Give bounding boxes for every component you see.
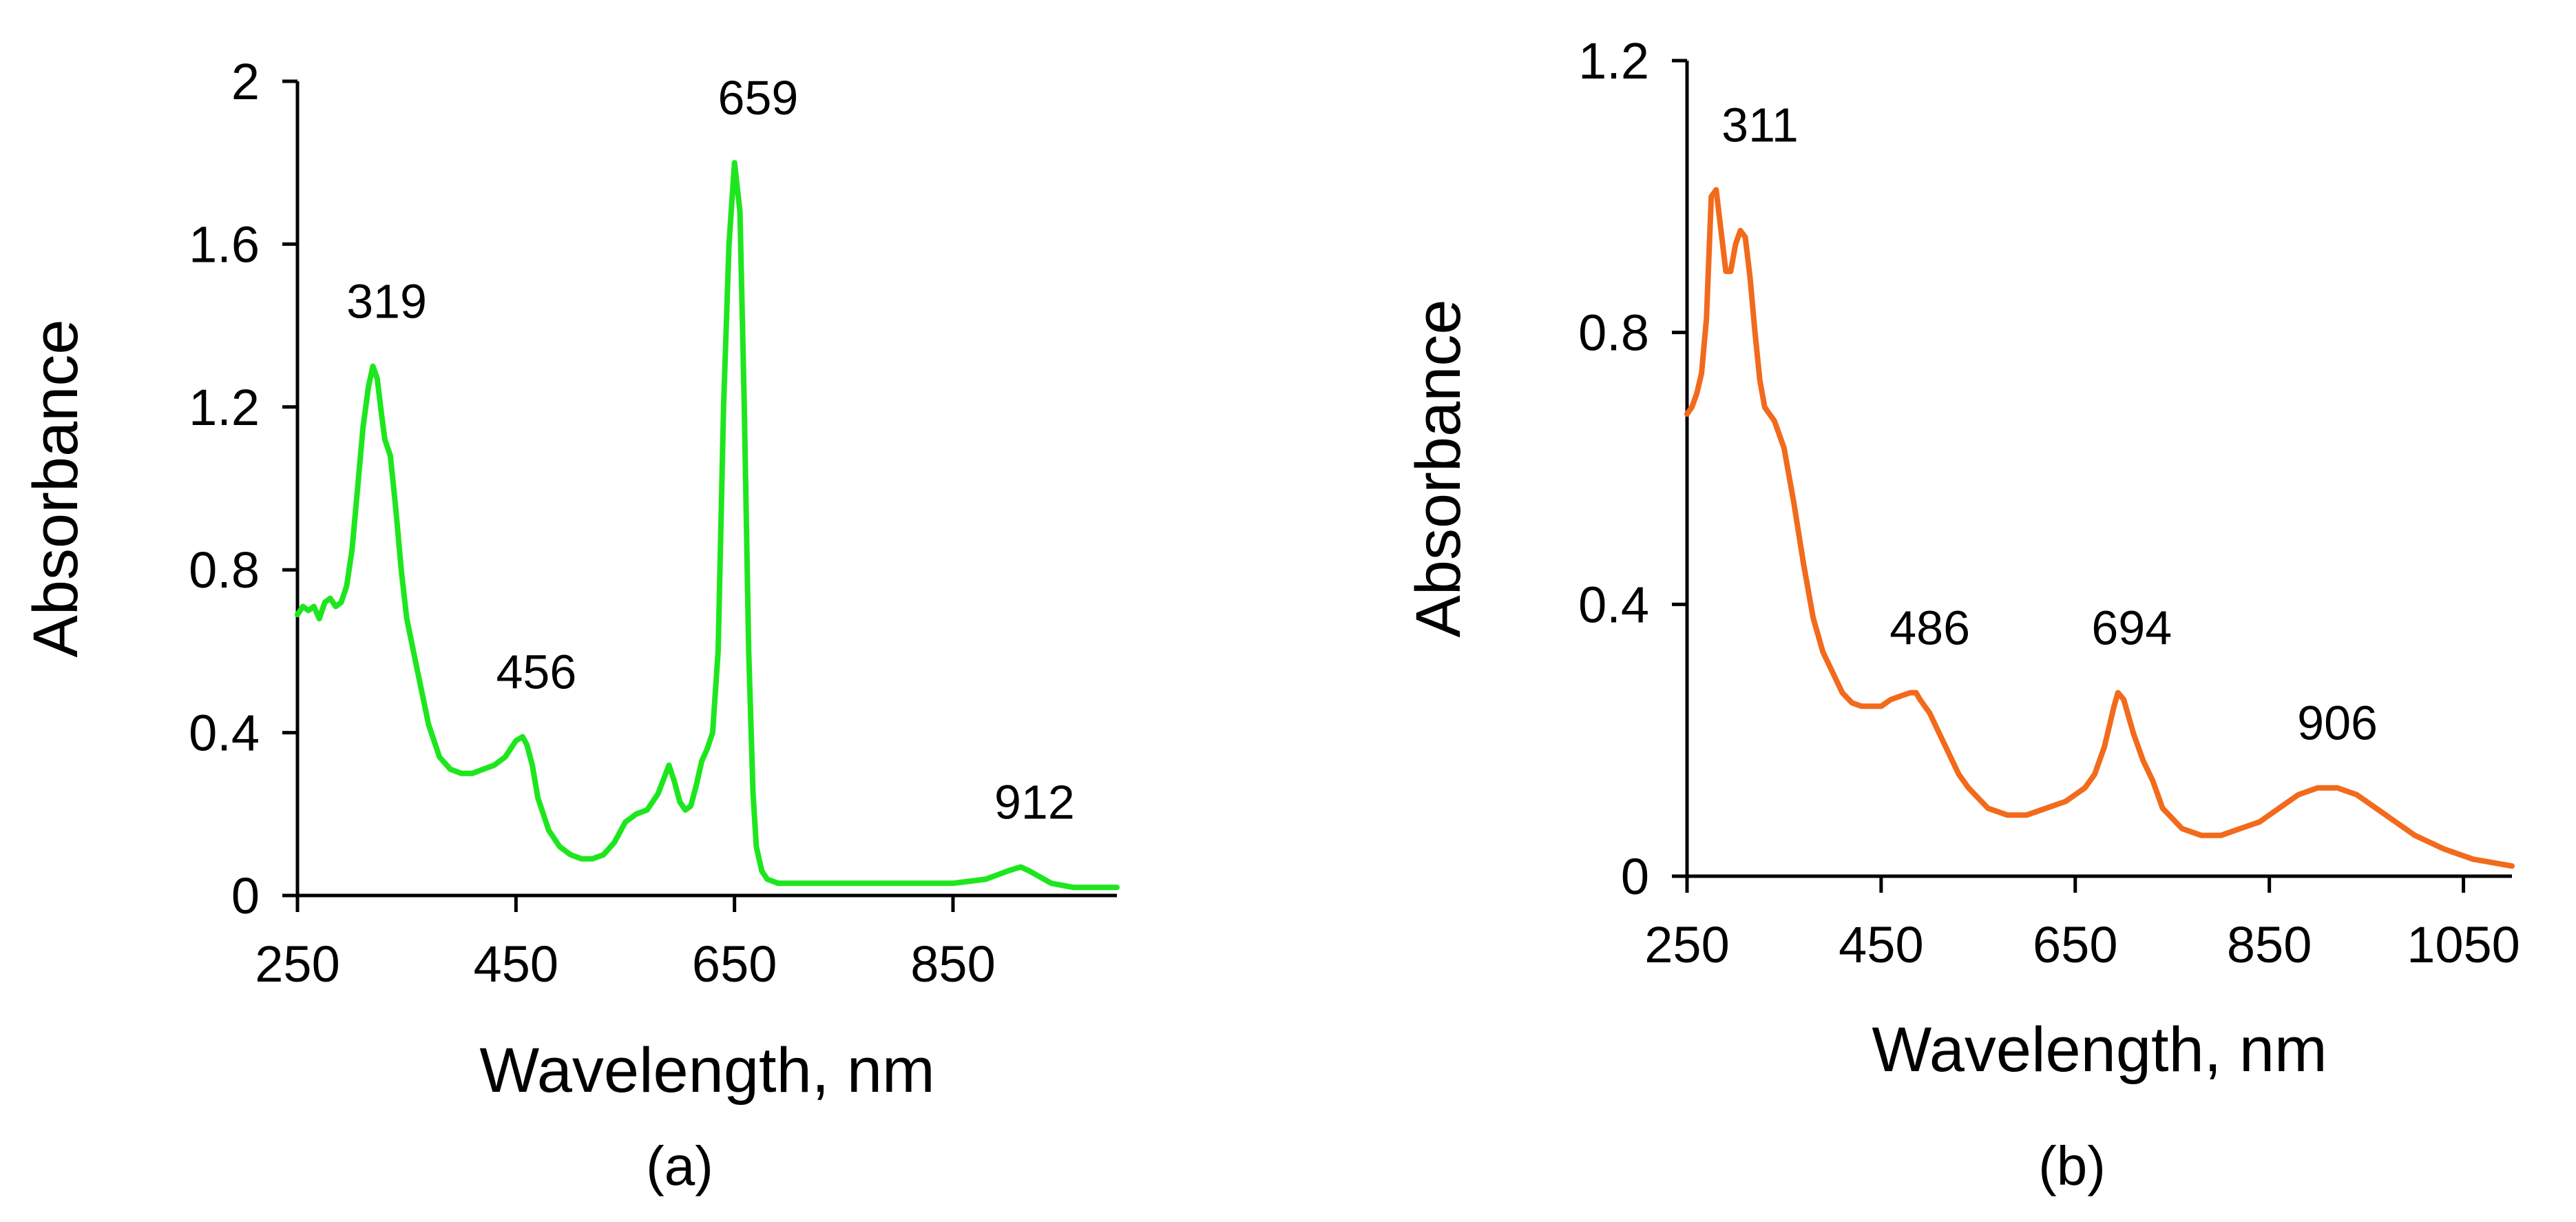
chart-b-x-axis-title: Wavelength, nm — [1872, 1015, 2327, 1085]
chart-b-peak-label: 694 — [2091, 601, 2172, 655]
chart-a-series-line — [295, 160, 1120, 891]
chart-a-peak-label: 659 — [718, 71, 799, 125]
chart-b-x-tick-label: 1050 — [2407, 916, 2520, 973]
chart-a-x-tick-label: 250 — [255, 935, 339, 993]
chart-b-y-tick-label: 0 — [1621, 848, 1649, 905]
chart-b-panel-label: (b) — [2038, 1135, 2106, 1197]
chart-b-peak-label: 311 — [1721, 98, 1799, 152]
chart-a-y-tick-label: 0.8 — [189, 541, 260, 599]
chart-a-y-axis-title: Absorbance — [21, 320, 91, 658]
chart-a-y-tick-label: 0.4 — [189, 705, 260, 762]
chart-a-x-tick-label: 850 — [910, 935, 995, 993]
chart-b-x-tick-label: 850 — [2227, 916, 2312, 973]
chart-a-x-tick-label: 450 — [474, 935, 558, 993]
chart-b-y-tick-label: 0.4 — [1578, 576, 1649, 633]
chart-b-x-tick-label: 250 — [1644, 916, 1729, 973]
chart-b-y-tick-label: 1.2 — [1578, 32, 1649, 90]
chart-b-x-tick-label: 650 — [2033, 916, 2117, 973]
chart-a-y-tick-label: 1.2 — [189, 379, 260, 436]
chart-a-x-axis-title: Wavelength, nm — [479, 1035, 934, 1106]
chart-a-peak-label: 456 — [496, 645, 576, 699]
chart-panel-a: 0 0.4 0.8 1.2 1.6 2 250 450 650 850 Wavelength, nm… — [21, 53, 1120, 1197]
chart-b-peak-label: 906 — [2297, 696, 2378, 750]
chart-a-y-tick-label: 1.6 — [189, 216, 260, 273]
chart-panel-b: 0 0.4 0.8 1.2 250 450 650 850 1050 Wavelength, nm… — [1403, 32, 2520, 1197]
chart-b-y-tick-label: 0.8 — [1578, 304, 1649, 362]
chart-b-series-line — [1684, 187, 2515, 869]
chart-a-peak-label: 319 — [346, 275, 427, 329]
chart-a-peak-label: 912 — [994, 776, 1075, 829]
chart-a-panel-label: (a) — [646, 1135, 713, 1197]
chart-a-y-tick-label: 0 — [231, 867, 260, 924]
chart-b-y-axis-title: Absorbance — [1403, 300, 1474, 638]
chart-a-y-tick-label: 2 — [231, 53, 260, 110]
chart-b-x-tick-label: 450 — [1839, 916, 1923, 973]
chart-a-x-tick-label: 650 — [692, 935, 777, 993]
chart-b-peak-label: 486 — [1889, 601, 1970, 655]
